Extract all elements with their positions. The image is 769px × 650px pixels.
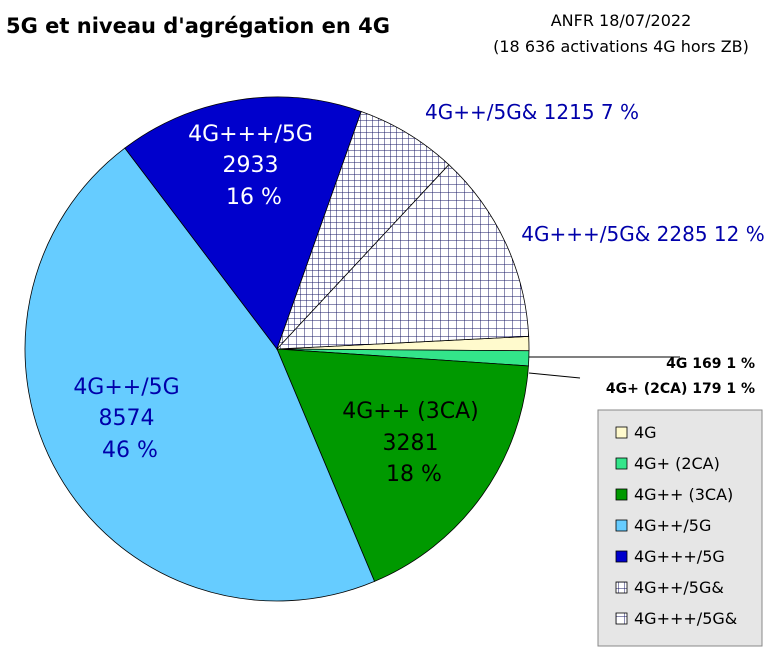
legend-swatch xyxy=(615,519,628,532)
leader-line xyxy=(528,372,581,379)
legend-swatch xyxy=(615,612,628,625)
legend-entry: 4G+++/5G xyxy=(634,547,725,566)
legend-entry: 4G++/5G xyxy=(634,516,711,535)
slice-label-4g-plus-plus-5g: 4G++/5G 8574 46 % xyxy=(73,375,186,463)
slice-label-4g-plus-plus-5g-amp: 4G++/5G& 1215 7 % xyxy=(425,100,639,124)
slice-label-percent: 16 % xyxy=(226,185,282,210)
legend-entry: 4G++/5G& xyxy=(634,578,724,597)
slice-label-4g-plus-2ca: 4G+ (2CA) 179 1 % xyxy=(606,381,755,397)
chart-source: ANFR 18/07/2022 xyxy=(551,11,692,30)
chart-title: 5G et niveau d'agrégation en 4G xyxy=(6,14,390,38)
legend-swatch xyxy=(615,457,628,470)
chart-subtitle: (18 636 activations 4G hors ZB) xyxy=(493,37,749,56)
slice-label-value: 3281 xyxy=(383,431,439,456)
pie-slice-4g-3ca- xyxy=(276,348,529,582)
slice-label-4g-plus-plus-3ca: 4G++ (3CA) 3281 18 % xyxy=(342,399,485,487)
slice-label-name: 4G++/5G xyxy=(73,375,179,400)
legend-swatch xyxy=(615,550,628,563)
legend-entry: 4G++ (3CA) xyxy=(634,485,733,504)
legend-swatch xyxy=(615,426,628,439)
legend-entry: 4G xyxy=(634,423,657,442)
slice-label-4g: 4G 169 1 % xyxy=(666,356,755,372)
slice-label-percent: 46 % xyxy=(102,438,158,463)
slice-label-name: 4G++ (3CA) xyxy=(342,399,478,424)
pie-slice-4g-5g- xyxy=(276,164,530,350)
legend-entry: 4G+++/5G& xyxy=(634,609,737,628)
slice-label-4g-plus-plus-plus-5g: 4G+++/5G 2933 16 % xyxy=(188,122,320,210)
slice-label-4g-plus-plus-plus-5g-amp: 4G+++/5G& 2285 12 % xyxy=(521,222,764,246)
leader-lines xyxy=(528,356,680,379)
slice-label-name: 4G+++/5G xyxy=(188,122,313,147)
legend-entry: 4G+ (2CA) xyxy=(634,454,720,473)
legend-swatch xyxy=(615,488,628,501)
slice-label-percent: 18 % xyxy=(386,462,442,487)
slice-label-value: 8574 xyxy=(99,406,155,431)
legend-swatch xyxy=(615,581,628,594)
pie-slice-4g-5g xyxy=(124,96,362,350)
slice-label-value: 2933 xyxy=(223,153,279,178)
legend: 4G 4G+ (2CA) 4G++ (3CA) 4G++/5G 4G+++/5G 4G++… xyxy=(597,409,763,647)
pie-slice-4g-5g xyxy=(24,147,376,602)
slice-labels: 4G++/5G 8574 46 % 4G+++/5G 2933 16 % 4G+… xyxy=(73,100,764,487)
pie-slices xyxy=(24,96,530,602)
